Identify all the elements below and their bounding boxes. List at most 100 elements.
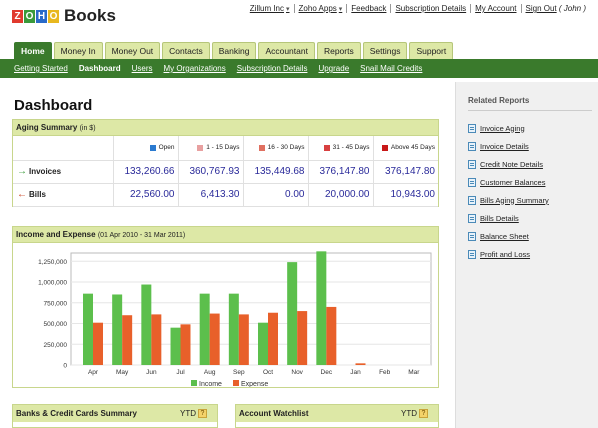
report-icon xyxy=(468,213,476,223)
subnav-my-organizations[interactable]: My Organizations xyxy=(163,64,226,73)
report-link-customer-balances[interactable]: Customer Balances xyxy=(468,173,549,191)
income-expense-chart: 0 250,000 500,000 750,000 1,000,000 1,250,000… xyxy=(38,251,432,388)
zoho-books-logo[interactable]: Z O H O Books xyxy=(12,6,116,26)
report-link-credit-note-details[interactable]: Credit Note Details xyxy=(468,155,549,173)
subnav-getting-started[interactable]: Getting Started xyxy=(14,64,68,73)
aging-row-bills: ← Bills 22,560.00 6,413.30 0.00 20,000.00 10,9… xyxy=(13,183,438,207)
bar-income-oct xyxy=(258,322,268,365)
tab-contacts[interactable]: Contacts xyxy=(162,42,210,59)
legend-swatch xyxy=(381,144,388,151)
x-tick-label: Aug xyxy=(204,369,216,376)
zoho-apps-label: Zoho Apps xyxy=(298,4,337,13)
aging-amount[interactable]: 360,767.93 xyxy=(177,160,243,184)
x-tick-label: Mar xyxy=(408,369,420,376)
sidebar-divider xyxy=(468,110,592,111)
zoho-apps-menu[interactable]: Zoho Apps ▾ xyxy=(293,4,347,13)
tab-support[interactable]: Support xyxy=(409,42,454,59)
subnav-upgrade[interactable]: Upgrade xyxy=(318,64,350,73)
arrow-left-icon: ← xyxy=(17,189,27,200)
aging-amount[interactable]: 376,147.80 xyxy=(372,160,438,184)
x-tick-label: Jun xyxy=(146,369,157,376)
aging-amount[interactable]: 20,000.00 xyxy=(307,183,373,207)
legend-swatch xyxy=(323,144,330,151)
my-account-link[interactable]: My Account xyxy=(470,4,520,13)
main-tabs: Home Money In Money Out Contacts Banking Acco… xyxy=(14,42,454,59)
aging-col-label: Open xyxy=(158,144,175,152)
subnav-snail-mail-credits[interactable]: Snail Mail Credits xyxy=(360,64,423,73)
report-icon xyxy=(468,195,476,205)
chevron-down-icon: ▾ xyxy=(286,6,290,13)
report-link-profit-and-loss[interactable]: Profit and Loss xyxy=(468,245,549,263)
aging-amount[interactable]: 22,560.00 xyxy=(112,183,178,207)
watchlist-ytd-filter[interactable]: YTD? xyxy=(401,405,428,422)
tab-home[interactable]: Home xyxy=(14,42,52,59)
aging-col-label: Above 45 Days xyxy=(390,144,435,152)
aging-col-31-45-days: 31 - 45 Days xyxy=(307,136,373,161)
tab-money-out[interactable]: Money Out xyxy=(104,42,161,59)
aging-amount[interactable]: 135,449.68 xyxy=(242,160,308,184)
report-link-invoice-details[interactable]: Invoice Details xyxy=(468,137,549,155)
tab-accountant[interactable]: Accountant xyxy=(258,42,315,59)
aging-amount[interactable]: 10,943.00 xyxy=(372,183,438,207)
account-watchlist-panel: Account Watchlist YTD? xyxy=(235,404,439,428)
sign-out-link[interactable]: Sign Out xyxy=(525,4,557,13)
tab-settings[interactable]: Settings xyxy=(362,42,408,59)
bar-income-jun xyxy=(141,284,152,365)
banks-ytd-filter[interactable]: YTD? xyxy=(180,405,207,422)
report-link-label: Balance Sheet xyxy=(480,231,529,241)
y-tick-label: 0 xyxy=(63,363,67,370)
bar-expense-jul xyxy=(180,324,191,365)
aging-amount[interactable]: 6,413.30 xyxy=(177,183,243,207)
report-icon xyxy=(468,177,476,187)
aging-col-label: 16 - 30 Days xyxy=(267,144,305,152)
report-link-bills-aging-summary[interactable]: Bills Aging Summary xyxy=(468,191,549,209)
product-name: Books xyxy=(64,6,116,25)
aging-amount[interactable]: 133,260.66 xyxy=(112,160,178,184)
org-switcher[interactable]: Zillum Inc ▾ xyxy=(246,4,294,13)
aging-col-16-30-days: 16 - 30 Days xyxy=(242,136,308,161)
arrow-right-icon: → xyxy=(17,166,27,177)
tab-money-in[interactable]: Money In xyxy=(53,42,103,59)
report-link-balance-sheet[interactable]: Balance Sheet xyxy=(468,227,549,245)
tab-banking[interactable]: Banking xyxy=(211,42,257,59)
subnav-users[interactable]: Users xyxy=(131,64,153,73)
legend-swatch xyxy=(149,144,156,151)
subscription-details-link[interactable]: Subscription Details xyxy=(390,4,470,13)
x-tick-label: May xyxy=(116,369,129,376)
related-reports-sidebar: Related Reports Invoice Aging Invoice Det… xyxy=(455,82,598,428)
bar-income-apr xyxy=(83,293,93,365)
banks-summary-panel: Banks & Credit Cards Summary YTD? xyxy=(12,404,218,428)
income-expense-panel: Income and Expense (01 Apr 2010 - 31 Mar… xyxy=(12,226,439,388)
x-tick-label: Sep xyxy=(233,369,245,376)
x-tick-label: Nov xyxy=(291,369,303,376)
report-icon xyxy=(468,141,476,151)
help-icon[interactable]: ? xyxy=(198,409,207,419)
report-link-label: Bills Aging Summary xyxy=(480,195,549,205)
legend-label-expense: Expense xyxy=(241,381,268,387)
aging-row-invoices: → Invoices 133,260.66 360,767.93 135,449.68 3… xyxy=(13,160,438,184)
aging-row-title: Invoices xyxy=(29,167,62,176)
current-user: ( John ) xyxy=(558,4,586,13)
aging-summary-title: Aging Summary xyxy=(16,123,78,132)
aging-col-1-15-days: 1 - 15 Days xyxy=(177,136,243,161)
y-tick-label: 750,000 xyxy=(44,300,68,307)
subnav-dashboard[interactable]: Dashboard xyxy=(78,64,121,73)
aging-col-label: 1 - 15 Days xyxy=(206,144,240,152)
bar-expense-sep xyxy=(238,314,249,365)
y-tick-label: 500,000 xyxy=(44,321,68,328)
tab-reports[interactable]: Reports xyxy=(316,42,361,59)
legend-swatch xyxy=(197,144,204,151)
x-tick-label: Dec xyxy=(321,369,333,376)
feedback-link[interactable]: Feedback xyxy=(346,4,390,13)
banks-summary-header: Banks & Credit Cards Summary YTD? xyxy=(13,405,217,422)
bar-expense-may xyxy=(122,315,133,365)
report-link-bills-details[interactable]: Bills Details xyxy=(468,209,549,227)
account-watchlist-header: Account Watchlist YTD? xyxy=(236,405,438,422)
aging-amount[interactable]: 376,147.80 xyxy=(307,160,373,184)
subnav-subscription-details[interactable]: Subscription Details xyxy=(236,64,308,73)
help-icon[interactable]: ? xyxy=(419,409,428,419)
aging-amount[interactable]: 0.00 xyxy=(242,183,308,207)
y-tick-label: 1,000,000 xyxy=(38,280,67,287)
bar-expense-apr xyxy=(93,322,103,365)
report-link-invoice-aging[interactable]: Invoice Aging xyxy=(468,119,549,137)
